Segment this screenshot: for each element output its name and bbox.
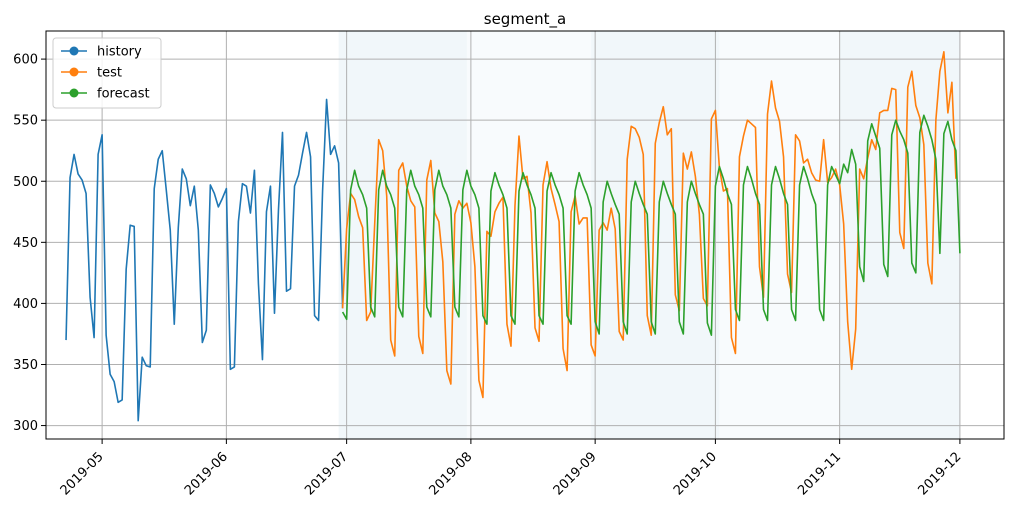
legend-label-forecast: forecast bbox=[97, 87, 150, 102]
legend-label-history: history bbox=[97, 45, 142, 60]
shaded-period-4 bbox=[719, 31, 840, 439]
y-tick-label: 550 bbox=[13, 114, 38, 129]
y-tick-label: 400 bbox=[13, 297, 38, 312]
x-tick-label: 2019-10 bbox=[671, 449, 720, 498]
y-tick-label: 350 bbox=[13, 358, 38, 373]
legend-label-test: test bbox=[97, 66, 122, 81]
y-tick-label: 450 bbox=[13, 236, 38, 251]
legend: history test forecast bbox=[52, 37, 162, 109]
x-tick-label: 2019-07 bbox=[302, 449, 351, 498]
y-tick-label: 300 bbox=[13, 419, 38, 434]
shaded-period-1 bbox=[338, 31, 467, 439]
y-tick-label: 600 bbox=[13, 53, 38, 68]
x-tick-label: 2019-11 bbox=[795, 449, 844, 498]
x-tick-label: 2019-12 bbox=[915, 449, 964, 498]
series-lines bbox=[65, 50, 961, 422]
x-tick-label: 2019-08 bbox=[426, 449, 475, 498]
forecast-period-shading bbox=[338, 31, 960, 439]
series-line-history bbox=[65, 98, 344, 422]
plot-frame bbox=[45, 30, 1005, 440]
x-tick-label: 2019-09 bbox=[551, 449, 600, 498]
chart-title: segment_a bbox=[484, 10, 567, 29]
x-tick-label: 2019-05 bbox=[58, 449, 107, 498]
y-axis: 300 350 400 450 500 550 600 bbox=[13, 53, 46, 434]
series-line-forecast bbox=[341, 114, 961, 336]
x-axis: 2019-05 2019-06 2019-07 2019-08 2019-09 2019-… bbox=[58, 439, 964, 498]
legend-marker-history bbox=[69, 46, 79, 56]
legend-marker-test bbox=[69, 67, 79, 77]
series-line-test bbox=[341, 50, 957, 399]
legend-marker-forecast bbox=[69, 88, 79, 98]
y-tick-label: 500 bbox=[13, 175, 38, 190]
shaded-period-2 bbox=[466, 31, 592, 439]
shaded-period-3 bbox=[591, 31, 720, 439]
x-tick-label: 2019-06 bbox=[182, 449, 231, 498]
grid-lines bbox=[46, 31, 1004, 439]
legend-box bbox=[52, 37, 162, 109]
